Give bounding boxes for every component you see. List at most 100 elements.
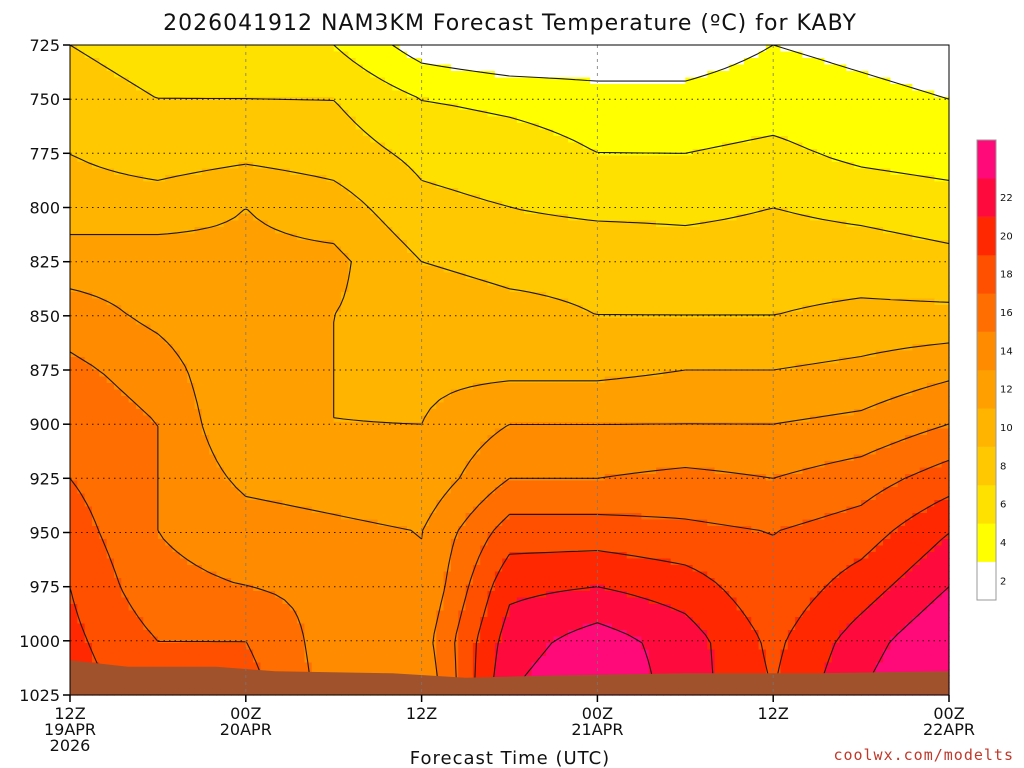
- temperature-cell: [861, 64, 870, 72]
- temperature-cell: [414, 214, 423, 222]
- temperature-cell: [121, 90, 130, 98]
- temperature-cell: [634, 246, 642, 254]
- temperature-cell: [546, 103, 555, 111]
- temperature-cell: [363, 123, 371, 131]
- temperature-cell: [150, 149, 159, 157]
- temperature-cell: [91, 64, 100, 72]
- temperature-cell: [172, 123, 181, 131]
- temperature-cell: [472, 175, 481, 183]
- temperature-cell: [414, 64, 423, 72]
- temperature-cell: [99, 298, 108, 306]
- temperature-cell: [245, 253, 254, 261]
- temperature-cell: [443, 116, 452, 124]
- temperature-cell: [934, 220, 943, 228]
- temperature-cell: [436, 175, 445, 183]
- temperature-cell: [861, 129, 870, 137]
- temperature-cell: [326, 51, 335, 59]
- temperature-cell: [714, 116, 723, 124]
- temperature-cell: [765, 175, 774, 183]
- temperature-cell: [297, 58, 305, 66]
- temperature-cell: [150, 90, 159, 98]
- temperature-cell: [289, 201, 298, 209]
- temperature-cell: [905, 116, 913, 124]
- temperature-cell: [216, 45, 225, 53]
- temperature-cell: [634, 97, 642, 105]
- temperature-cell: [861, 142, 870, 150]
- temperature-cell: [450, 162, 459, 170]
- temperature-cell: [919, 162, 928, 170]
- temperature-cell: [341, 90, 349, 98]
- temperature-cell: [927, 149, 935, 157]
- temperature-cell: [150, 162, 159, 170]
- temperature-cell: [846, 90, 855, 98]
- temperature-cell: [656, 97, 664, 105]
- temperature-cell: [516, 45, 525, 53]
- temperature-cell: [692, 227, 701, 235]
- temperature-cell: [787, 253, 796, 261]
- temperature-cell: [780, 246, 789, 254]
- temperature-cell: [187, 253, 196, 261]
- temperature-cell: [187, 298, 196, 306]
- temperature-cell: [282, 103, 291, 111]
- temperature-cell: [934, 292, 943, 300]
- temperature-cell: [795, 103, 804, 111]
- temperature-cell: [377, 71, 386, 79]
- temperature-cell: [934, 285, 943, 293]
- temperature-cell: [143, 279, 152, 287]
- temperature-cell: [934, 103, 943, 111]
- temperature-cell: [121, 259, 130, 267]
- temperature-cell: [538, 58, 547, 66]
- temperature-cell: [765, 51, 774, 59]
- temperature-cell: [399, 110, 408, 118]
- temperature-cell: [765, 77, 774, 85]
- temperature-cell: [494, 266, 503, 274]
- temperature-cell: [875, 201, 884, 209]
- temperature-cell: [758, 103, 767, 111]
- temperature-cell: [172, 311, 181, 319]
- temperature-cell: [355, 103, 364, 111]
- temperature-cell: [590, 149, 598, 157]
- temperature-cell: [99, 58, 108, 66]
- temperature-cell: [509, 201, 518, 209]
- temperature-cell: [538, 149, 547, 157]
- temperature-cell: [289, 311, 298, 319]
- temperature-cell: [553, 214, 562, 222]
- temperature-cell: [516, 136, 525, 144]
- temperature-cell: [223, 272, 232, 280]
- temperature-cell: [128, 45, 137, 53]
- temperature-cell: [831, 266, 840, 274]
- temperature-cell: [106, 51, 115, 59]
- temperature-cell: [780, 194, 789, 202]
- temperature-cell: [150, 129, 159, 137]
- temperature-cell: [348, 266, 357, 274]
- temperature-cell: [304, 233, 313, 241]
- temperature-cell: [450, 90, 459, 98]
- temperature-cell: [355, 259, 364, 267]
- temperature-cell: [406, 77, 415, 85]
- temperature-cell: [245, 266, 254, 274]
- temperature-cell: [553, 155, 562, 163]
- temperature-cell: [289, 266, 298, 274]
- temperature-cell: [634, 292, 642, 300]
- temperature-cell: [897, 272, 906, 280]
- temperature-cell: [758, 97, 767, 105]
- temperature-cell: [282, 292, 291, 300]
- temperature-cell: [612, 123, 620, 131]
- temperature-cell: [487, 311, 496, 319]
- temperature-cell: [612, 110, 620, 118]
- temperature-cell: [106, 103, 115, 111]
- temperature-cell: [216, 266, 225, 274]
- temperature-cell: [546, 64, 555, 72]
- temperature-cell: [319, 51, 327, 59]
- temperature-cell: [795, 142, 804, 150]
- temperature-cell: [341, 149, 349, 157]
- temperature-cell: [729, 71, 738, 79]
- temperature-cell: [113, 194, 122, 202]
- temperature-cell: [919, 175, 928, 183]
- temperature-cell: [443, 240, 452, 248]
- temperature-cell: [187, 155, 196, 163]
- temperature-cell: [428, 58, 437, 66]
- temperature-cell: [839, 129, 848, 137]
- temperature-cell: [99, 214, 108, 222]
- temperature-cell: [333, 181, 342, 189]
